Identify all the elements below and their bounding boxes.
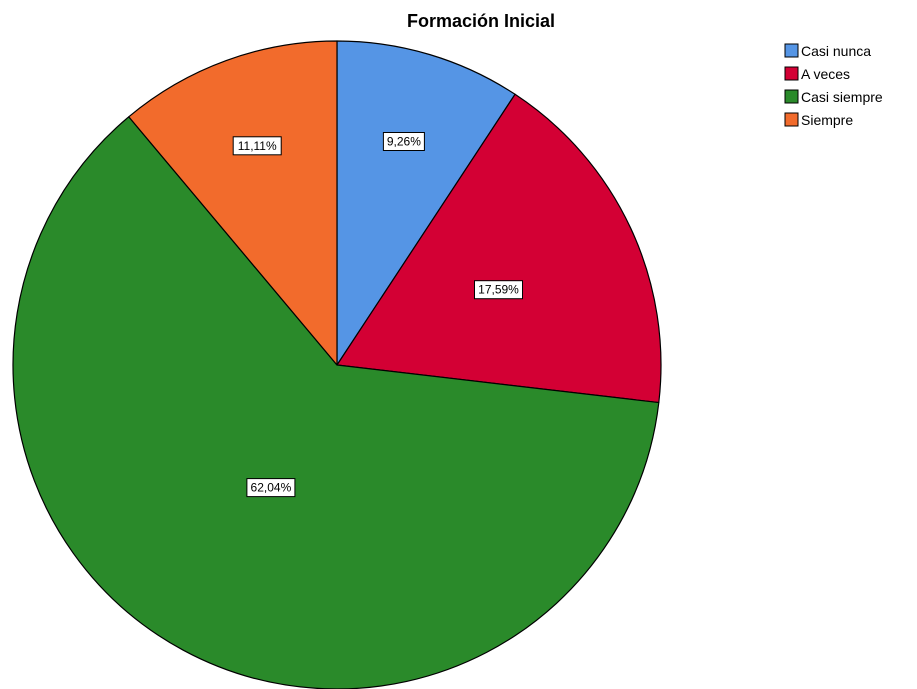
- legend-item: Siempre: [784, 112, 853, 128]
- legend: Casi nunca A veces Casi siempre Siempre: [784, 43, 883, 128]
- pie-slice-siempre: [128, 40, 338, 366]
- pie-slice-casi-nunca: [336, 40, 516, 366]
- legend-label: Siempre: [801, 112, 853, 128]
- pie-slice-a-veces: [336, 93, 662, 404]
- legend-item: A veces: [784, 66, 850, 82]
- data-label-text: 11,11%: [238, 139, 277, 153]
- data-label-text: 17,59%: [478, 283, 519, 297]
- data-label-text: 62,04%: [251, 481, 292, 495]
- data-label: 11,11%: [232, 136, 282, 156]
- data-label-box: [474, 280, 523, 300]
- data-label: 9,26%: [382, 132, 425, 151]
- legend-label: A veces: [801, 66, 850, 82]
- legend-label: Casi siempre: [801, 89, 883, 105]
- data-label-text: 9,26%: [387, 135, 421, 149]
- legend-swatch: [784, 43, 799, 58]
- data-label-box: [232, 136, 282, 156]
- legend-label: Casi nunca: [801, 43, 871, 59]
- pie-slice-casi-siempre: [12, 116, 660, 689]
- data-label: 17,59%: [474, 280, 523, 300]
- legend-item: Casi nunca: [784, 43, 871, 59]
- legend-swatch: [784, 66, 799, 81]
- data-labels: 9,26% 17,59% 62,04% 11,11%: [232, 132, 523, 498]
- data-label: 62,04%: [246, 478, 296, 498]
- data-label-box: [246, 478, 296, 498]
- legend-swatch: [784, 89, 799, 104]
- legend-item: Casi siempre: [784, 89, 883, 105]
- pie-slices: [12, 40, 662, 689]
- legend-swatch: [784, 112, 799, 127]
- data-label-box: [382, 132, 425, 151]
- chart-title: Formación Inicial: [407, 11, 555, 31]
